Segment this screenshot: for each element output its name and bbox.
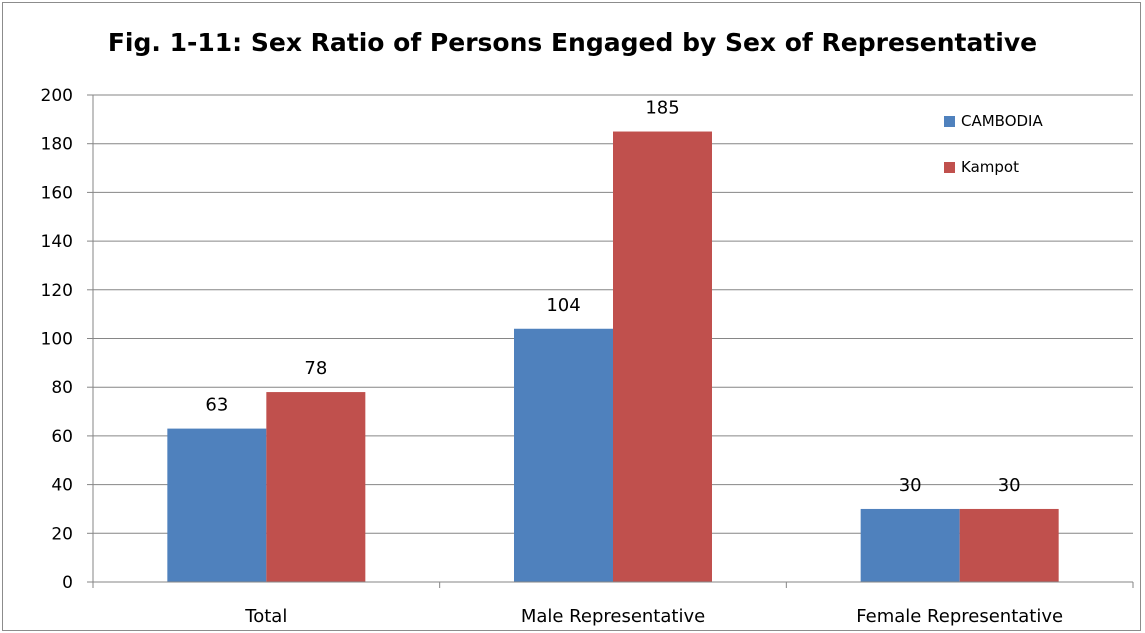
- y-tick-label: 140: [41, 232, 73, 252]
- data-label: 78: [304, 358, 327, 379]
- y-tick-label: 100: [41, 330, 73, 350]
- x-category-label: Male Representative: [521, 606, 705, 627]
- data-label: 185: [645, 98, 679, 119]
- y-tick-label: 40: [51, 476, 73, 496]
- x-category-label: Female Representative: [856, 606, 1063, 627]
- y-tick-label: 20: [51, 524, 73, 544]
- bar-cambodia-1: [514, 328, 613, 582]
- bar-kampot-1: [613, 131, 712, 582]
- legend-swatch-kampot: [944, 161, 955, 173]
- legend-label-cambodia: CAMBODIA: [961, 112, 1043, 130]
- data-label: 104: [546, 295, 580, 316]
- axes: [87, 94, 1134, 588]
- y-tick-label: 80: [51, 378, 73, 398]
- legend: CAMBODIA Kampot: [944, 112, 1043, 204]
- data-label: 30: [998, 475, 1021, 496]
- chart-title: Fig. 1-11: Sex Ratio of Persons Engaged …: [107, 28, 1038, 57]
- legend-entry-kampot: Kampot: [944, 158, 1043, 176]
- data-label: 30: [899, 475, 922, 496]
- y-tick-label: 0: [62, 573, 73, 593]
- y-tick-label: 60: [51, 427, 73, 447]
- y-tick-label: 120: [41, 281, 73, 301]
- bar-cambodia-2: [860, 508, 960, 582]
- y-tick-label: 160: [41, 183, 73, 203]
- y-tick-label: 200: [41, 86, 73, 106]
- x-category-label: Total: [244, 606, 287, 627]
- data-label: 63: [205, 395, 228, 416]
- labels: 0 20 40 60 80 100 120 140 160 180 200 63 78 Total 104 1…: [41, 86, 1064, 627]
- bars: [167, 131, 1059, 582]
- bar-cambodia-0: [167, 428, 267, 582]
- bar-kampot-2: [959, 508, 1059, 582]
- legend-entry-cambodia: CAMBODIA: [944, 112, 1043, 130]
- y-tick-label: 180: [41, 135, 73, 155]
- legend-label-kampot: Kampot: [961, 158, 1019, 176]
- bar-kampot-0: [266, 392, 366, 582]
- legend-swatch-cambodia: [944, 115, 955, 127]
